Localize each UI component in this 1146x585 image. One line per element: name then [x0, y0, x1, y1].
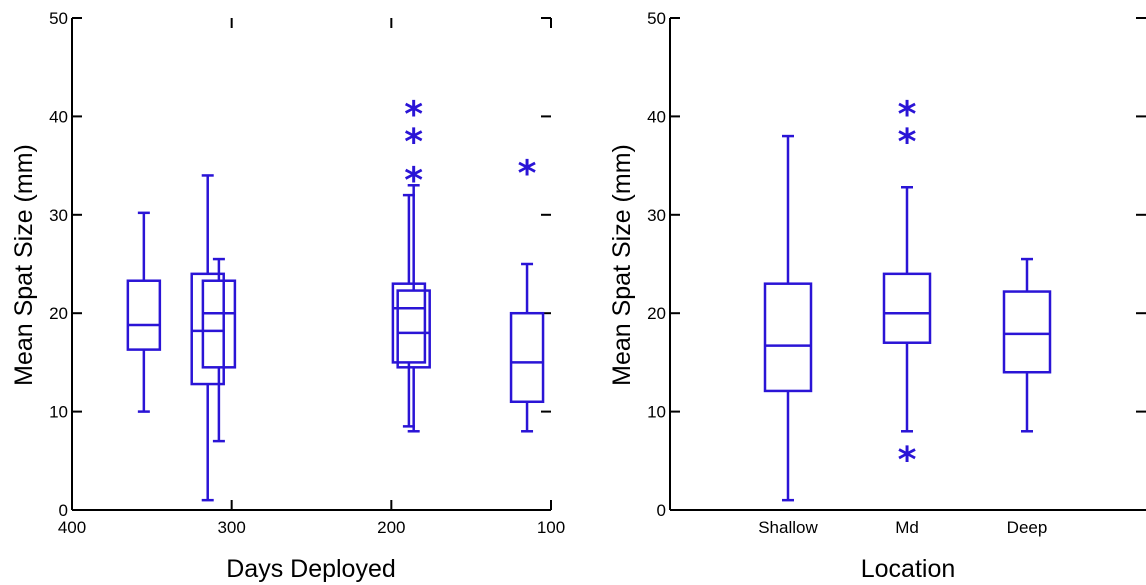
location-y-tick-label: 40 — [647, 107, 666, 126]
location-y-tick-label: 30 — [647, 206, 666, 225]
outlier-marker: * — [898, 95, 917, 136]
iqr-box — [126, 279, 162, 351]
location-y-tick-label: 20 — [647, 304, 666, 323]
days-box-plot — [126, 211, 162, 413]
outlier-marker: * — [898, 440, 917, 481]
location-category-label: Shallow — [758, 518, 818, 537]
days-y-tick-label: 20 — [49, 304, 68, 323]
outlier-marker: * — [404, 122, 423, 163]
iqr-box — [882, 272, 932, 344]
outlier-marker: * — [898, 122, 917, 163]
location-panel-x-axis-title: Location — [861, 555, 956, 583]
location-category-label: Deep — [1007, 518, 1048, 537]
days-panel-y-axis-title: Mean Spat Size (mm) — [10, 144, 38, 386]
location-box-plot: *** — [882, 95, 932, 481]
days-y-tick-label: 50 — [49, 9, 68, 28]
days-axes: 0 10 20 30 40 50 400 300 200 100 — [49, 9, 565, 537]
location-y-tick-label: 0 — [657, 501, 666, 520]
days-y-tick-label: 0 — [59, 501, 68, 520]
iqr-box — [763, 282, 813, 393]
days-box-plot: *** — [396, 95, 431, 433]
iqr-box — [201, 279, 237, 369]
days-box-plot — [190, 174, 225, 502]
days-panel-x-axis-title: Days Deployed — [226, 555, 396, 583]
days-box-plot: * — [509, 154, 545, 433]
location-panel: Location Mean Spat Size (mm) 0 10 20 30 40 50… — [608, 9, 1146, 583]
iqr-box — [1002, 290, 1052, 374]
location-category-label: Md — [895, 518, 919, 537]
days-y-tick-label: 40 — [49, 107, 68, 126]
outlier-marker: * — [518, 154, 537, 195]
days-x-tick-label: 400 — [58, 518, 86, 537]
location-panel-y-axis-title: Mean Spat Size (mm) — [608, 144, 636, 386]
outlier-marker: * — [404, 160, 423, 201]
days-deployed-panel: Days Deployed Mean Spat Size (mm) 0 10 20 3… — [10, 9, 565, 583]
location-y-tick-label: 50 — [647, 9, 666, 28]
days-box-plot — [391, 193, 427, 428]
location-y-tick-label: 10 — [647, 403, 666, 422]
iqr-box — [396, 289, 431, 369]
days-y-tick-label: 30 — [49, 206, 68, 225]
iqr-box — [509, 311, 545, 404]
days-x-tick-label: 100 — [537, 518, 565, 537]
location-axes: 0 10 20 30 40 50 Shallow Md Deep — [647, 9, 1146, 537]
days-x-tick-label: 300 — [217, 518, 245, 537]
days-box-plot — [201, 257, 237, 443]
location-box-plot — [1002, 257, 1052, 433]
days-y-tick-label: 10 — [49, 403, 68, 422]
days-x-tick-label: 200 — [377, 518, 405, 537]
iqr-box — [391, 282, 427, 364]
outlier-marker: * — [404, 95, 423, 136]
location-box-plot — [763, 134, 813, 502]
iqr-box — [190, 272, 225, 386]
